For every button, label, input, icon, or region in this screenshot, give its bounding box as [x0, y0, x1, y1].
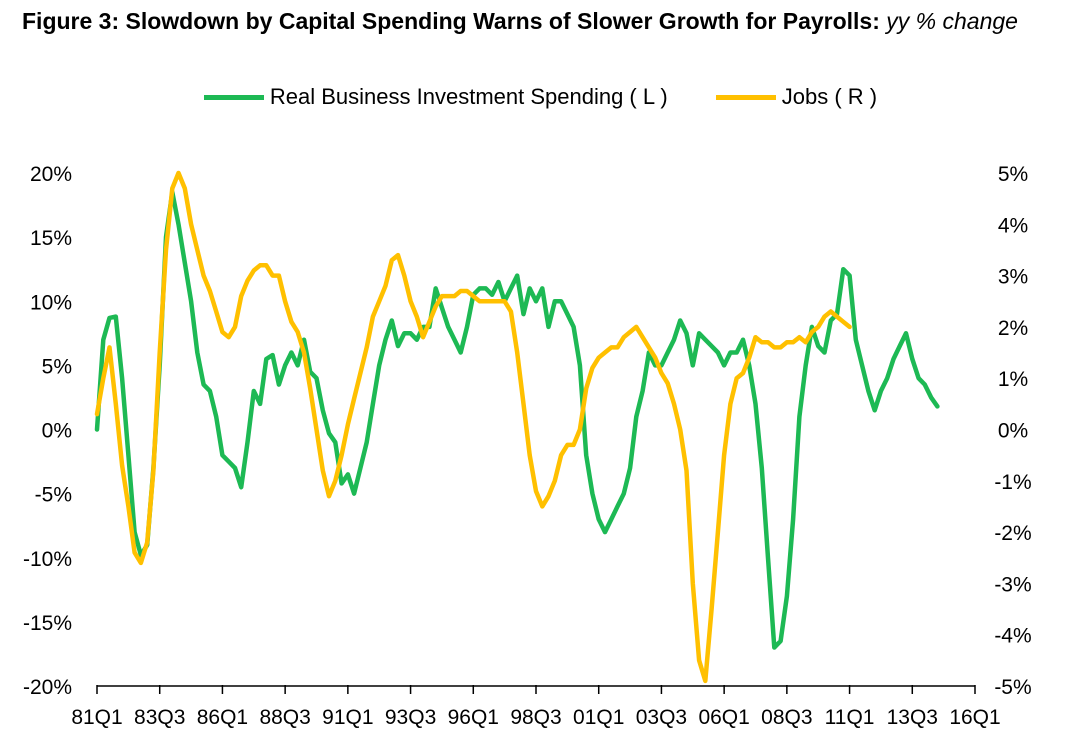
y-right-tick-label: 0% — [998, 420, 1028, 443]
y-left-tick-label: 10% — [30, 291, 72, 314]
y-right-tick-label: 4% — [998, 214, 1028, 237]
y-right-tick-label: -3% — [994, 573, 1031, 596]
x-tick-label: 11Q1 — [825, 706, 875, 729]
x-tick-label: 86Q1 — [197, 706, 248, 729]
y-right-tick-label: 1% — [998, 368, 1028, 391]
legend-label-investment: Real Business Investment Spending ( L ) — [269, 84, 668, 109]
series-line-jobs — [94, 170, 852, 684]
chart-title: Figure 3: Slowdown by Capital Spending W… — [22, 8, 1018, 35]
y-left-tick-label: 20% — [30, 163, 72, 186]
x-tick-label: 01Q1 — [573, 706, 624, 729]
y-right-tick-label: 2% — [998, 317, 1028, 340]
x-tick-label: 06Q1 — [698, 706, 749, 729]
x-tick-label: 93Q3 — [385, 706, 436, 729]
y-right-tick-label: -5% — [994, 676, 1031, 699]
y-right-tick-label: 3% — [998, 266, 1028, 289]
x-tick-label: 91Q1 — [322, 706, 373, 729]
legend-swatch-jobs — [715, 94, 776, 100]
y-left-tick-label: 15% — [30, 227, 72, 250]
y-left-tick-label: 0% — [42, 420, 72, 443]
x-tick-label: 13Q3 — [887, 706, 938, 729]
title-main: Figure 3: Slowdown by Capital Spending W… — [22, 8, 880, 34]
chart-legend: Real Business Investment Spending ( L ) … — [0, 84, 1081, 110]
y-left-tick-label: -15% — [23, 612, 72, 635]
x-tick-label: 08Q3 — [761, 706, 812, 729]
y-right-tick-label: -1% — [994, 471, 1031, 494]
y-left-tick-label: -20% — [23, 676, 72, 699]
y-left-tick-label: 5% — [42, 355, 72, 378]
x-tick-label: 16Q1 — [949, 706, 1000, 729]
x-tick-label: 83Q3 — [134, 706, 185, 729]
x-tick-label: 88Q3 — [259, 706, 310, 729]
y-right-tick-label: 5% — [998, 163, 1028, 186]
title-subtitle: yy % change — [886, 8, 1018, 34]
legend-item-jobs: Jobs ( R ) — [715, 84, 878, 110]
x-tick-label: 98Q3 — [510, 706, 561, 729]
legend-swatch-investment — [203, 94, 264, 100]
legend-item-investment: Real Business Investment Spending ( L ) — [203, 84, 668, 110]
x-tick-label: 96Q1 — [448, 706, 499, 729]
y-right-tick-label: -2% — [994, 522, 1031, 545]
y-right-tick-label: -4% — [994, 625, 1031, 648]
x-tick-label: 03Q3 — [636, 706, 687, 729]
x-tick-label: 81Q1 — [71, 706, 122, 729]
y-left-tick-label: -5% — [35, 484, 72, 507]
legend-label-jobs: Jobs ( R ) — [781, 84, 878, 109]
y-left-tick-label: -10% — [23, 548, 72, 571]
series-line-investment — [94, 189, 940, 650]
